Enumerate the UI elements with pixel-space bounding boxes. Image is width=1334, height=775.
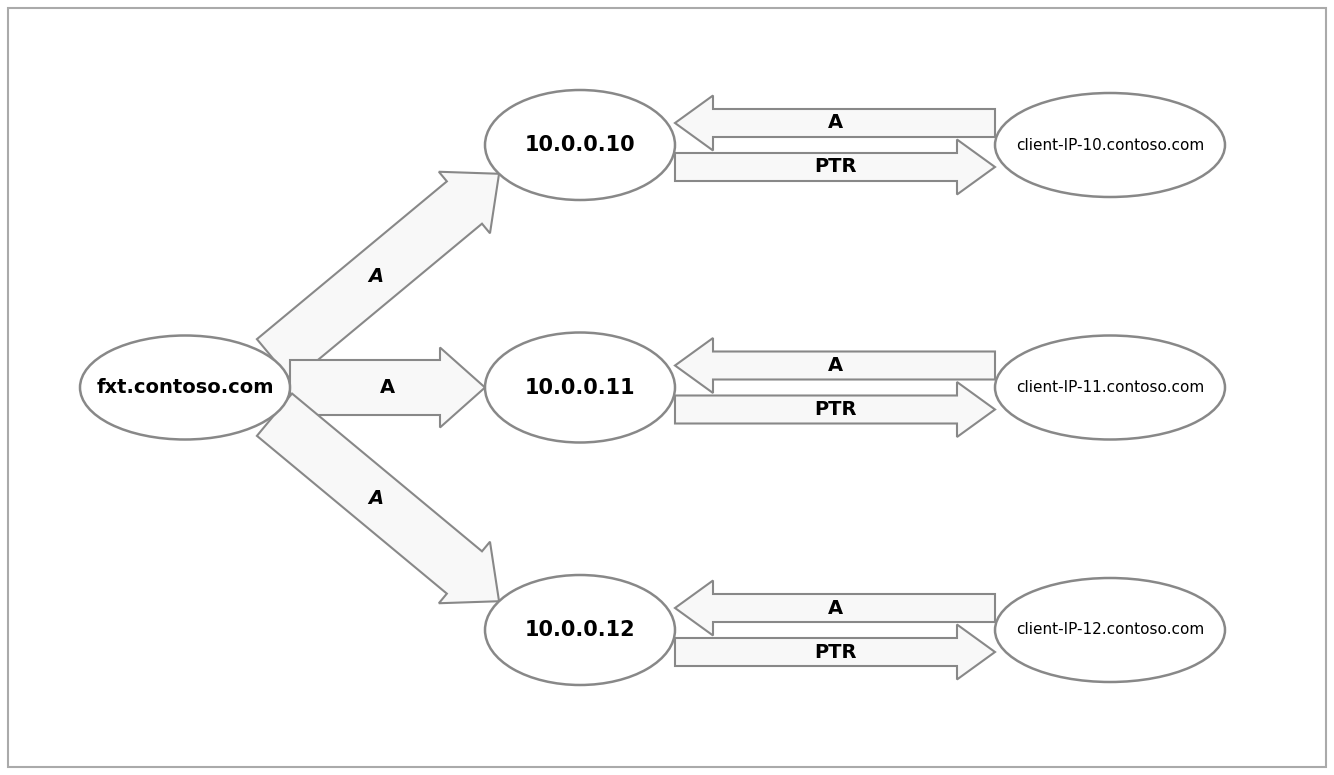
FancyArrow shape [675,382,995,437]
FancyArrow shape [675,625,995,680]
Text: A: A [380,378,395,397]
FancyArrow shape [675,95,995,150]
Ellipse shape [486,575,675,685]
FancyArrow shape [675,338,995,393]
Text: PTR: PTR [814,642,856,662]
FancyArrow shape [289,347,486,428]
FancyArrow shape [675,140,995,195]
FancyArrow shape [257,172,499,381]
Text: PTR: PTR [814,400,856,419]
Text: client-IP-11.contoso.com: client-IP-11.contoso.com [1017,380,1205,395]
Text: A: A [827,356,843,375]
Text: A: A [827,113,843,133]
FancyArrow shape [675,580,995,636]
Text: PTR: PTR [814,157,856,177]
Ellipse shape [80,336,289,439]
Text: client-IP-10.contoso.com: client-IP-10.contoso.com [1017,137,1205,153]
Text: A: A [368,267,383,286]
Text: fxt.contoso.com: fxt.contoso.com [96,378,273,397]
Text: 10.0.0.10: 10.0.0.10 [524,135,635,155]
Ellipse shape [995,336,1225,439]
Ellipse shape [995,93,1225,197]
Text: A: A [827,598,843,618]
Text: A: A [368,489,383,508]
Text: 10.0.0.11: 10.0.0.11 [524,377,635,398]
Text: 10.0.0.12: 10.0.0.12 [524,620,635,640]
Text: client-IP-12.contoso.com: client-IP-12.contoso.com [1017,622,1205,638]
FancyArrow shape [257,394,499,603]
Ellipse shape [486,90,675,200]
Ellipse shape [486,332,675,443]
Ellipse shape [995,578,1225,682]
